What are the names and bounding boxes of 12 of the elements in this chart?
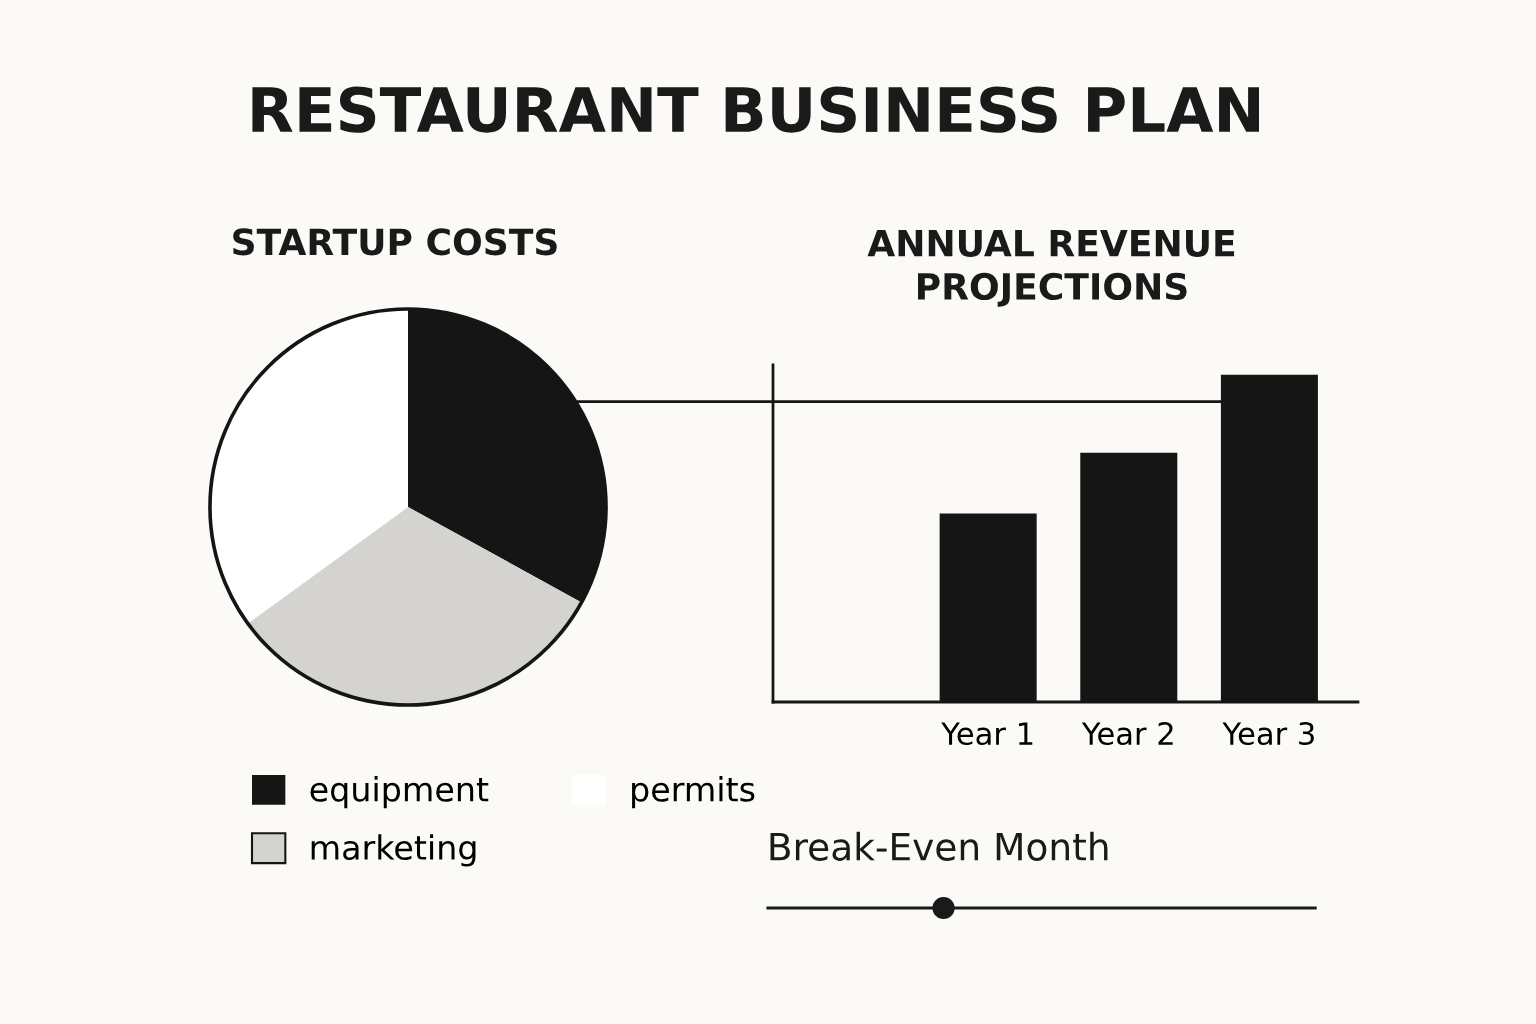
x-tick-label: Year 3 <box>1222 721 1314 746</box>
chart-title: ANNUAL REVENUE PROJECTIONS <box>867 230 1235 307</box>
text: Break-Even Month <box>770 831 1108 861</box>
pie-slice <box>209 308 408 624</box>
legend-label: marketing <box>311 834 476 867</box>
pie-slice <box>247 507 582 705</box>
x-tick-label: Year 1 <box>941 722 1033 746</box>
x-tick-label: Year 2 <box>1081 721 1173 746</box>
chart-title: STARTUP COSTS <box>233 228 557 256</box>
text: RESTAURANT BUSINESS PLAN <box>252 86 1260 133</box>
legend-label: permits <box>632 776 755 809</box>
legend-label: equipment <box>310 776 489 809</box>
